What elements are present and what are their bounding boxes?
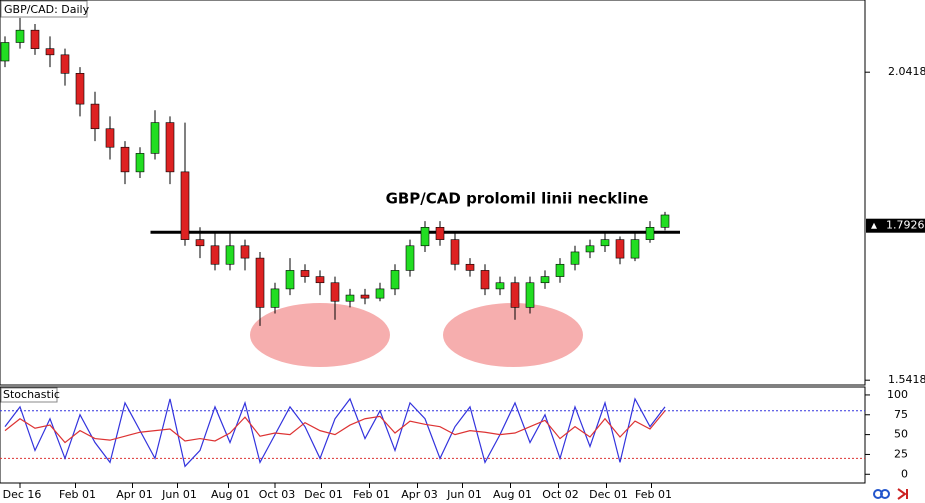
candle-body <box>375 288 385 299</box>
stochastic-line <box>4 410 666 444</box>
title-box <box>0 0 88 18</box>
y-tick-label: 2.0418 <box>888 65 925 78</box>
candle-body <box>420 227 430 247</box>
candle-body <box>540 276 550 284</box>
x-tick-label: Oct 03 <box>259 488 296 501</box>
candle-body <box>555 263 565 277</box>
price-panel <box>0 0 866 386</box>
candle-body <box>0 42 10 62</box>
x-tick-label: Jun 01 <box>161 488 197 501</box>
candle-body <box>30 29 40 49</box>
candle-body <box>195 239 205 247</box>
panel-title: Stochastic <box>3 388 60 401</box>
x-tick-label: Dec 01 <box>304 488 343 501</box>
candle-body <box>630 239 640 259</box>
x-tick-label: Aug 01 <box>493 488 532 501</box>
candle-body <box>510 282 520 308</box>
x-tick-label: Aug 01 <box>211 488 250 501</box>
candle-body <box>330 282 340 302</box>
candle-body <box>135 153 145 173</box>
candle-body <box>105 128 115 148</box>
candle-body <box>525 282 535 308</box>
candle-body <box>90 103 100 130</box>
y-tick-label: 100 <box>887 388 908 401</box>
candle-body <box>240 245 250 259</box>
y-tick-label: 25 <box>894 447 908 460</box>
price-label: 1.7926 <box>886 219 925 232</box>
candle-body <box>660 214 670 228</box>
candle-body <box>300 270 310 277</box>
y-tick-label: 75 <box>894 408 908 421</box>
candle-body <box>45 48 55 56</box>
y-tick-label: 1.5418 <box>888 373 925 386</box>
y-tick-label: 0 <box>901 467 908 480</box>
candle-body <box>495 282 505 290</box>
x-tick-label: Feb 01 <box>59 488 96 501</box>
stochastic-line <box>4 397 666 468</box>
candle-body <box>315 276 325 284</box>
candle-body <box>225 245 235 265</box>
candle-body <box>450 239 460 265</box>
toolbar-icons[interactable] <box>873 488 908 500</box>
stochastic-panel <box>0 386 866 484</box>
x-tick-label: Oct 02 <box>542 488 579 501</box>
x-tick-label: Feb 01 <box>353 488 390 501</box>
candle-body <box>405 245 415 271</box>
candle-body <box>210 245 220 265</box>
candle-body <box>435 227 445 240</box>
x-tick-label: Jun 01 <box>446 488 482 501</box>
candle-body <box>390 270 400 290</box>
candle-body <box>645 227 655 240</box>
chart-title: GBP/CAD: Daily <box>4 3 90 16</box>
x-tick-label: Dec 01 <box>589 488 628 501</box>
candle-body <box>345 294 355 302</box>
candle-body <box>120 146 130 173</box>
x-tick-label: Dec 16 <box>3 488 42 501</box>
x-tick-label: Apr 01 <box>116 488 153 501</box>
highlight <box>443 303 583 367</box>
candle-body <box>180 171 190 240</box>
candle-body <box>60 54 70 74</box>
candle-body <box>600 239 610 247</box>
candle-body <box>615 239 625 259</box>
candle-body <box>270 288 280 308</box>
candle-body <box>165 122 175 173</box>
candle-body <box>285 270 295 290</box>
icon[interactable] <box>897 488 908 500</box>
title-box <box>0 387 58 403</box>
candle-body <box>465 263 475 271</box>
highlight <box>250 303 390 367</box>
x-tick-label: Feb 01 <box>635 488 672 501</box>
y-tick-label: 50 <box>894 428 908 441</box>
candle-body <box>585 245 595 253</box>
x-tick-label: Apr 03 <box>401 488 438 501</box>
candle-body <box>255 257 265 308</box>
candle-body <box>480 270 490 290</box>
candle-body <box>15 29 25 43</box>
candle-body <box>570 251 580 265</box>
price-marker <box>871 222 877 229</box>
candle-body <box>75 73 85 105</box>
price-tag <box>866 218 925 233</box>
candle-body <box>360 294 370 299</box>
icon[interactable] <box>880 489 890 499</box>
annotation: GBP/CAD prolomil linii neckline <box>386 190 649 208</box>
candle-body <box>150 122 160 154</box>
